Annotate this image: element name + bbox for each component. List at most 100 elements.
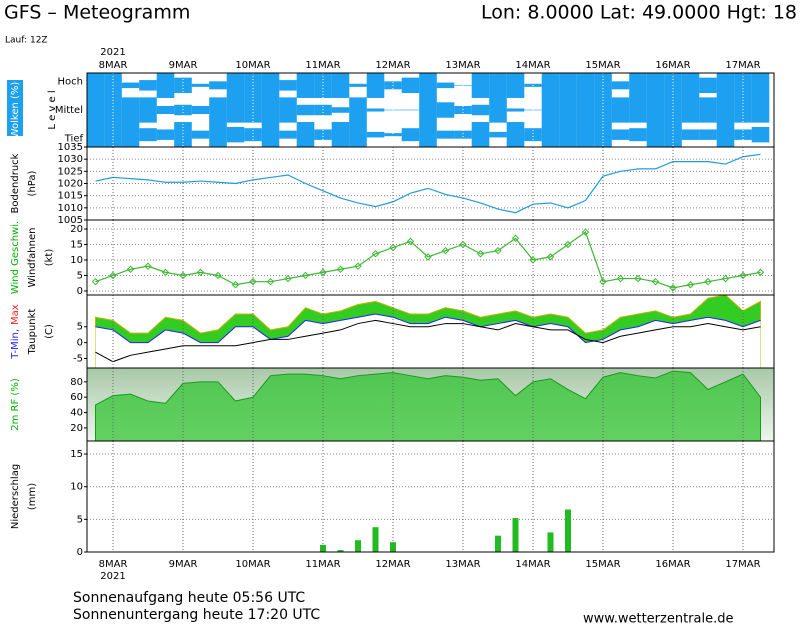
y-axis-label: (mm): [27, 483, 38, 510]
y-axis-label: Windfahnen: [27, 228, 38, 288]
marker: [371, 250, 380, 258]
cloud-cell: [121, 97, 140, 123]
x-tick-label-top: 9MAR: [169, 60, 198, 71]
cloud-cell: [87, 97, 105, 123]
marker: [336, 265, 345, 273]
marker: [686, 281, 695, 289]
tmin-area: [95, 314, 761, 368]
cloud-cell: [191, 83, 210, 87]
y-tick-label: 1010: [58, 203, 83, 214]
cloud-cell: [506, 108, 525, 112]
marker: [214, 271, 222, 280]
cloud-cell: [366, 131, 385, 138]
cloud-cell: [699, 129, 717, 140]
cloud-cell: [331, 73, 350, 98]
y-axis-label: Niederschlag: [10, 464, 21, 529]
sunset: Sonnenuntergang heute 17:20 UTC: [73, 607, 320, 623]
cloud-cell: [559, 97, 577, 123]
y-axis-label: Bodendruck: [10, 153, 21, 213]
cloud-cell: [139, 128, 157, 142]
cloud-cell: [629, 97, 647, 123]
marker: [231, 281, 240, 289]
cloud-cell: [489, 73, 507, 98]
panel-frame: [86, 440, 775, 553]
y-axis-label-part: Taupunkt: [27, 309, 38, 356]
y-axis-label-part: Niederschlag: [10, 464, 21, 529]
cloud-cell: [699, 77, 717, 94]
x-tick-label-bottom: 8MAR: [99, 559, 128, 570]
y-tick-label: 1005: [58, 215, 83, 226]
cloud-cell: [629, 128, 647, 142]
marker: [756, 268, 765, 277]
y-tick-label: 5: [77, 270, 83, 281]
cloud-cell: [436, 130, 455, 139]
x-tick-label-bottom: 17MAR: [725, 559, 760, 570]
location: Lon: 8.0000 Lat: 49.0000 Hgt: 18: [481, 2, 797, 24]
cloud-cell: [471, 104, 490, 116]
dewpoint-line: [95, 319, 761, 363]
marker: [301, 271, 310, 280]
cloud-cell: [401, 128, 420, 142]
title: GFS – Meteogramm: [4, 2, 190, 24]
y-axis-label-part: Wind Geschwi.: [10, 221, 21, 294]
cloud-cell: [174, 122, 192, 147]
y-tick-label: 0: [77, 338, 83, 349]
marker: [319, 268, 327, 277]
cloud-cell: [594, 122, 612, 147]
panel-temperature: [95, 295, 761, 368]
cloud-cell: [209, 122, 227, 147]
cloud-cell: [576, 73, 595, 98]
marker: [109, 271, 117, 280]
cloud-cell: [611, 97, 630, 123]
cloud-cell: [296, 73, 315, 98]
cloud-cell: [139, 97, 157, 123]
cloud-cell: [226, 126, 245, 143]
marker: [354, 262, 362, 270]
y-axis-label: L e v e l: [47, 90, 58, 129]
cloud-cell: [226, 97, 245, 123]
y-tick-label: 1030: [58, 154, 83, 165]
area: [95, 370, 761, 441]
cloud-cell: [576, 97, 595, 123]
y-tick-label: 80: [70, 377, 83, 388]
cloud-cell: [541, 73, 560, 98]
cloud-cell: [471, 73, 490, 98]
cloud-cell: [261, 73, 280, 98]
cloud-cell: [681, 73, 700, 98]
cloud-cell: [279, 80, 297, 91]
cloud-cell: [646, 73, 665, 98]
cloud-cell: [121, 122, 140, 147]
y-axis-label: (C): [44, 324, 55, 339]
cloud-cell: [716, 97, 735, 123]
y-tick-label: 15: [70, 449, 83, 460]
marker: [546, 253, 555, 261]
cloud-cell: [296, 104, 315, 116]
y-axis-label: Wind Geschwi.: [10, 221, 21, 294]
panel-frame: [86, 146, 775, 221]
x-tick-label-top: 16MAR: [655, 60, 690, 71]
source: www.wetterzentrale.de: [583, 612, 733, 625]
y-axis-label-part: Windfahnen: [27, 228, 38, 288]
marker: [266, 277, 275, 286]
marker: [704, 277, 712, 286]
cloud-cell: [104, 122, 122, 147]
cloud-cell: [611, 129, 630, 140]
bar: [390, 542, 396, 552]
y-axis-label-part: 2m RF (%): [10, 378, 21, 431]
cloud-cell: [681, 129, 700, 140]
tmin-line: [95, 313, 761, 344]
y-tick-label: 5: [77, 514, 83, 525]
x-tick-label-top: 13MAR: [445, 60, 480, 71]
y-axis-label-part: (hPa): [27, 170, 38, 196]
y-axis-label: (hPa): [27, 170, 38, 196]
y-tick-label: 15: [70, 239, 83, 250]
x-tick-label-bottom: 10MAR: [235, 559, 270, 570]
cloud-cell: [629, 73, 647, 98]
year-bottom: 2021: [100, 571, 125, 582]
x-tick-label-top: 10MAR: [235, 60, 270, 71]
cloud-cell: [734, 129, 752, 140]
cloud-cell: [646, 97, 665, 123]
y-tick-label: 10: [70, 482, 83, 493]
cloud-cell: [699, 97, 717, 123]
y-axis-label-part: (mm): [27, 483, 38, 510]
